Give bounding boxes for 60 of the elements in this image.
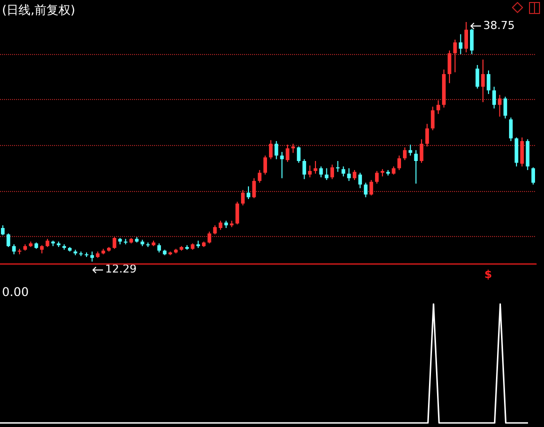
candlestick: [347, 168, 351, 182]
text: 12.29: [105, 262, 137, 276]
candlestick: [90, 251, 94, 262]
candlestick: [503, 96, 508, 119]
candlestick: [358, 172, 362, 189]
candlestick: [246, 186, 250, 200]
candlestick: [319, 166, 323, 178]
candlestick: [286, 144, 290, 162]
candlestick: [274, 140, 278, 160]
candlestick: [509, 117, 513, 142]
candlestick: [268, 140, 273, 160]
candlestick: [157, 242, 161, 253]
text: $: [484, 268, 492, 281]
candlestick: [314, 160, 318, 174]
candlestick: [280, 151, 284, 179]
candlestick: [430, 106, 435, 131]
candlestick: [112, 236, 116, 250]
candlestick: [308, 165, 312, 178]
candlestick: [364, 182, 368, 198]
candlestick: [324, 168, 328, 181]
candlestick: [531, 166, 536, 186]
candlestick: [448, 50, 452, 84]
candlestick: [436, 100, 440, 114]
candlestick: [252, 178, 256, 199]
candlestick: [402, 146, 407, 161]
chart-title: (日线,前复权): [2, 3, 76, 17]
candlestick: [397, 155, 402, 171]
candlestick: [470, 28, 474, 55]
candlestick: [453, 39, 457, 73]
candlestick: [12, 244, 16, 255]
candlestick: [414, 150, 418, 184]
candlestick: [342, 166, 346, 177]
candlestick: [520, 136, 524, 167]
candlestick: [330, 164, 334, 180]
candlestick: [369, 180, 374, 196]
candlestick: [498, 94, 502, 118]
candlestick: [296, 146, 301, 164]
candlestick: [464, 22, 468, 53]
candlestick: [375, 170, 379, 184]
annotation: 38.75: [483, 19, 515, 32]
text: 0.00: [2, 285, 29, 299]
candlestick: [302, 158, 306, 180]
candlestick: [420, 138, 424, 164]
candlestick: [492, 86, 496, 109]
candlestick: [476, 64, 480, 90]
candlestick: [291, 143, 295, 154]
candlestick: [458, 34, 462, 55]
candlestick: [352, 170, 356, 181]
candlestick: [6, 232, 10, 248]
candlestick: [258, 170, 262, 184]
candlestick: [336, 160, 340, 172]
candlestick: [486, 70, 490, 94]
candlestick: [235, 201, 240, 225]
candlestick: [208, 231, 212, 244]
candlestick: [263, 155, 268, 176]
candlestick: [241, 189, 245, 206]
candlestick: [408, 144, 412, 156]
candlestick: [425, 123, 429, 148]
candlestick: [481, 59, 485, 103]
candlestick: [0, 224, 5, 236]
